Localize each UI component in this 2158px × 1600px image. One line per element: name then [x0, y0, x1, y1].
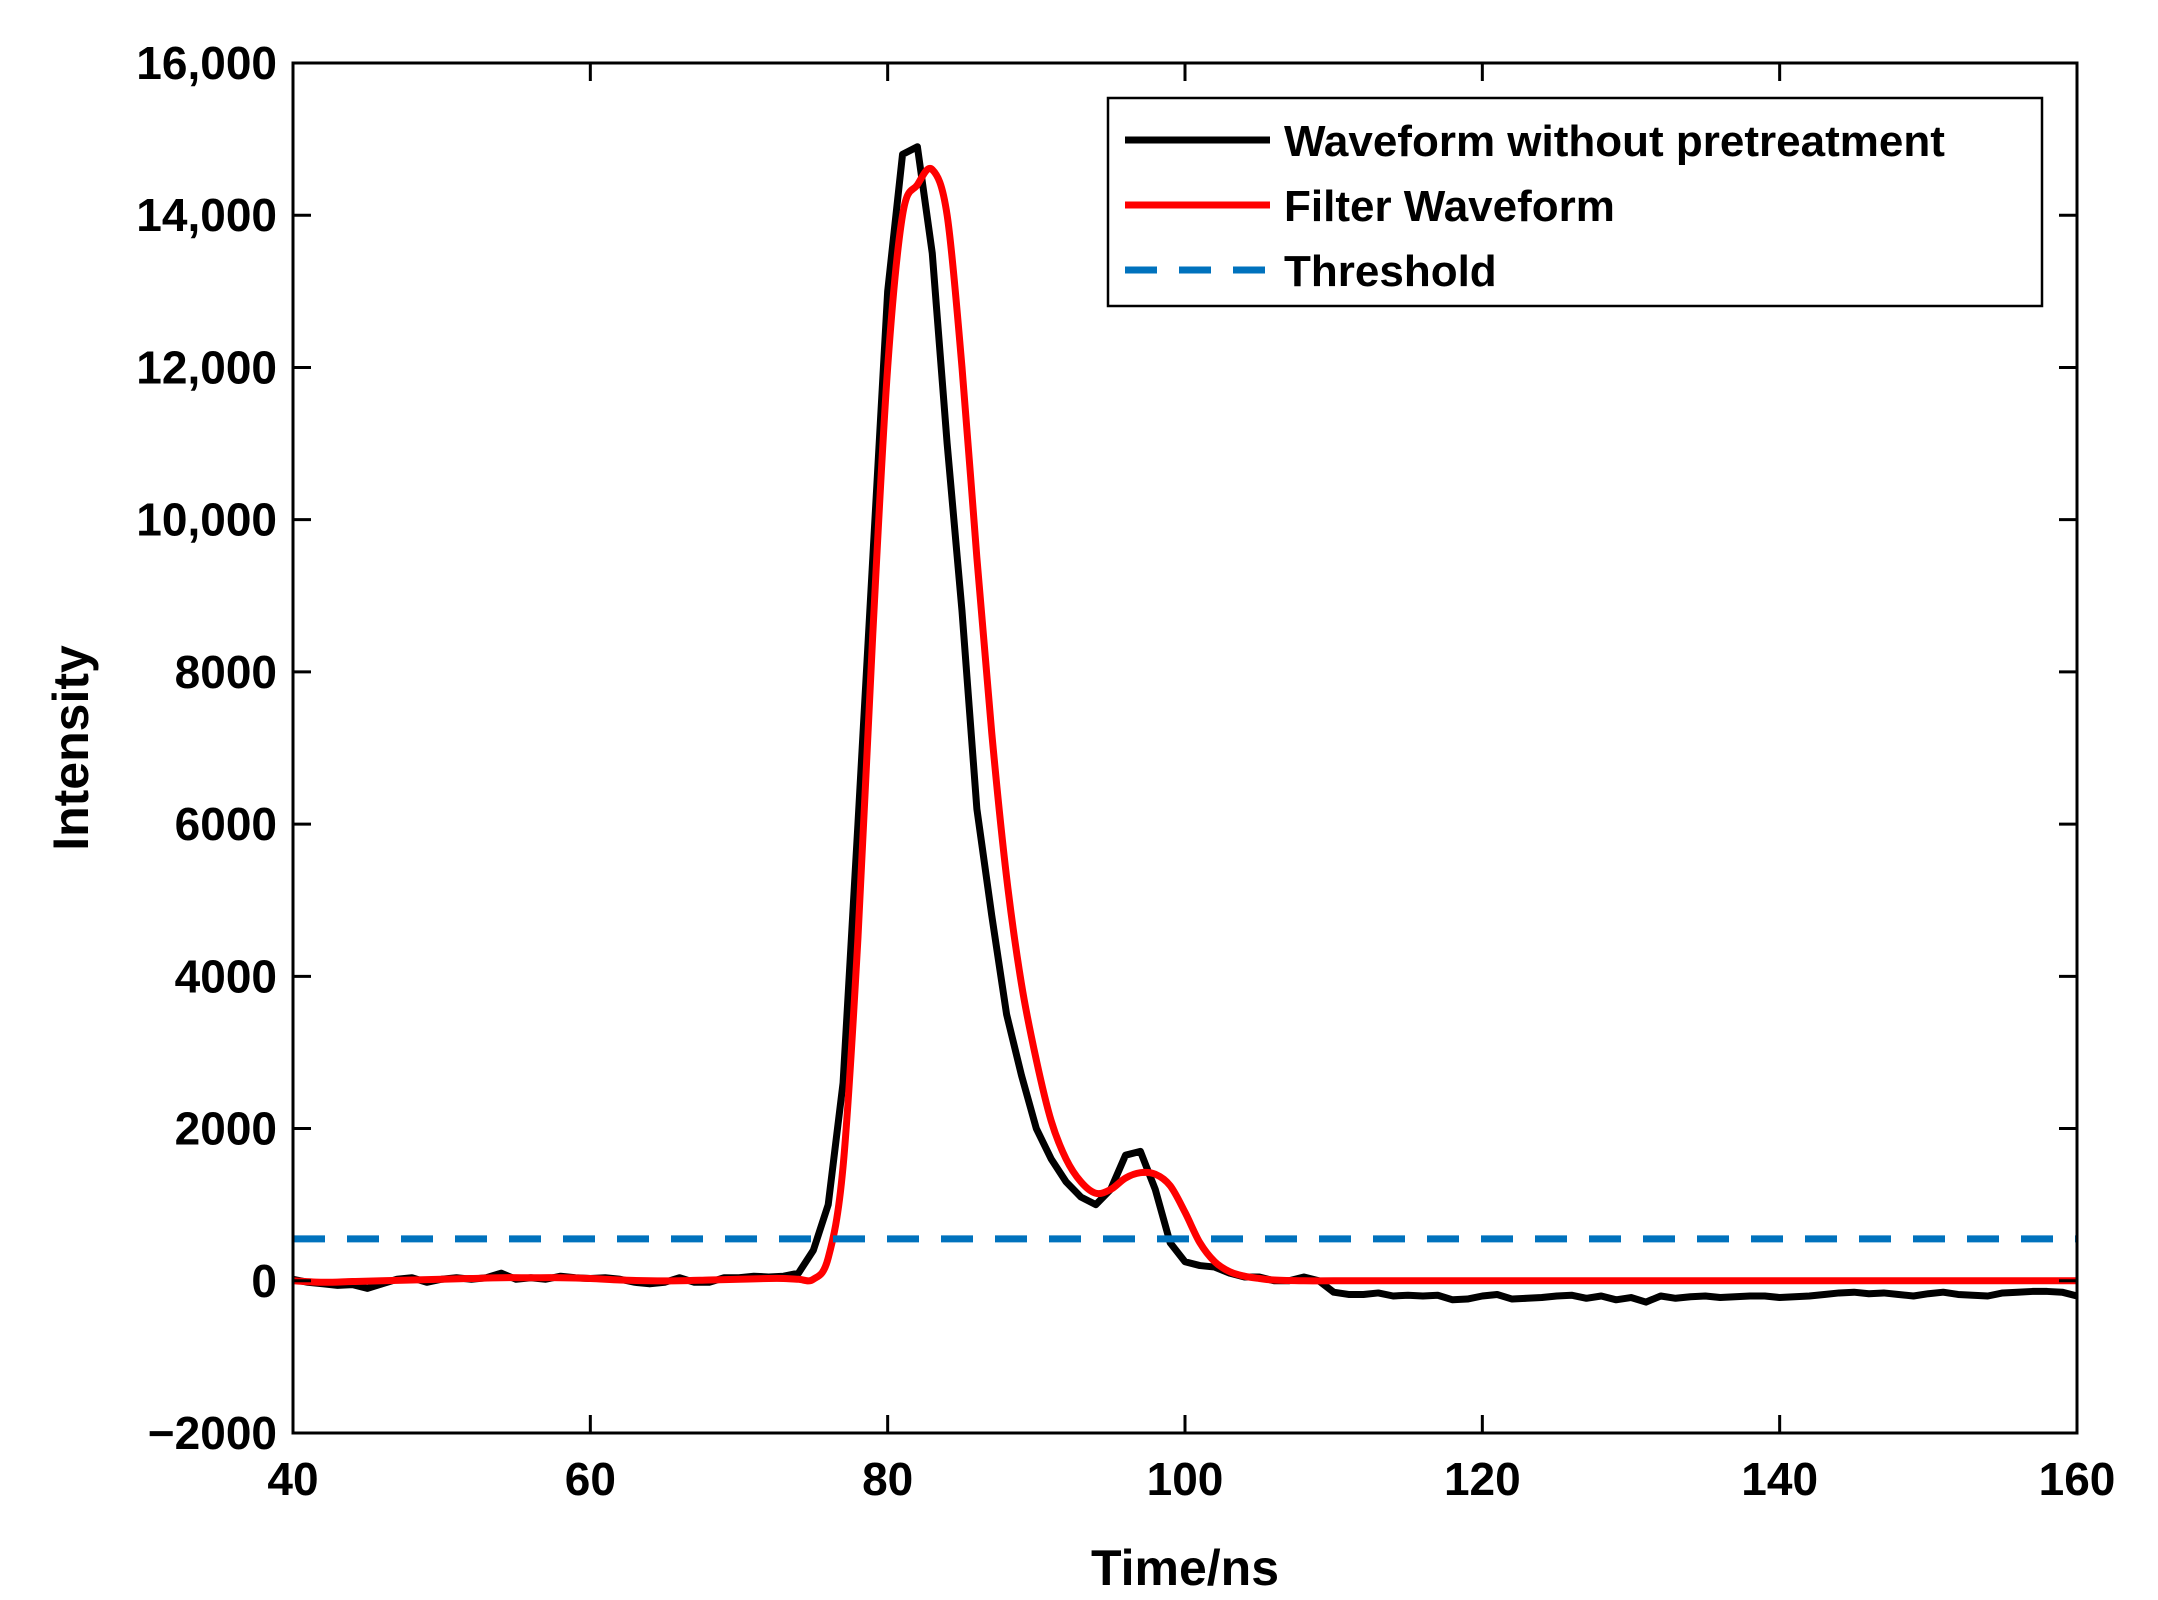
- legend-label-filter-waveform: Filter Waveform: [1284, 182, 1615, 231]
- y-tick-label: 6000: [175, 798, 277, 850]
- series-filter-waveform-line: [293, 164, 2077, 1286]
- x-tick-label: 120: [1444, 1453, 1521, 1505]
- x-tick-label: 160: [2039, 1453, 2116, 1505]
- legend-label-threshold: Threshold: [1284, 247, 1497, 296]
- y-tick-label: 16,000: [136, 37, 277, 89]
- y-tick-label: 14,000: [136, 189, 277, 241]
- y-tick-label: 12,000: [136, 341, 277, 393]
- legend: Waveform without pretreatment Filter Wav…: [1106, 96, 2044, 308]
- y-tick-label: −2000: [148, 1407, 277, 1459]
- y-tick-label: 8000: [175, 646, 277, 698]
- x-tick-label: 140: [1741, 1453, 1818, 1505]
- x-tick-label: 80: [862, 1453, 913, 1505]
- y-tick-label: 0: [251, 1255, 277, 1307]
- y-tick-label: 4000: [175, 950, 277, 1002]
- legend-label-raw-waveform: Waveform without pretreatment: [1284, 117, 1945, 166]
- x-tick-label: 100: [1147, 1453, 1224, 1505]
- y-tick-label: 2000: [175, 1103, 277, 1155]
- y-tick-label: 10,000: [136, 494, 277, 546]
- x-axis-label: Time/ns: [1091, 1540, 1279, 1596]
- x-tick-label: 60: [565, 1453, 616, 1505]
- y-axis-label: Intensity: [43, 645, 99, 851]
- x-tick-label: 40: [267, 1453, 318, 1505]
